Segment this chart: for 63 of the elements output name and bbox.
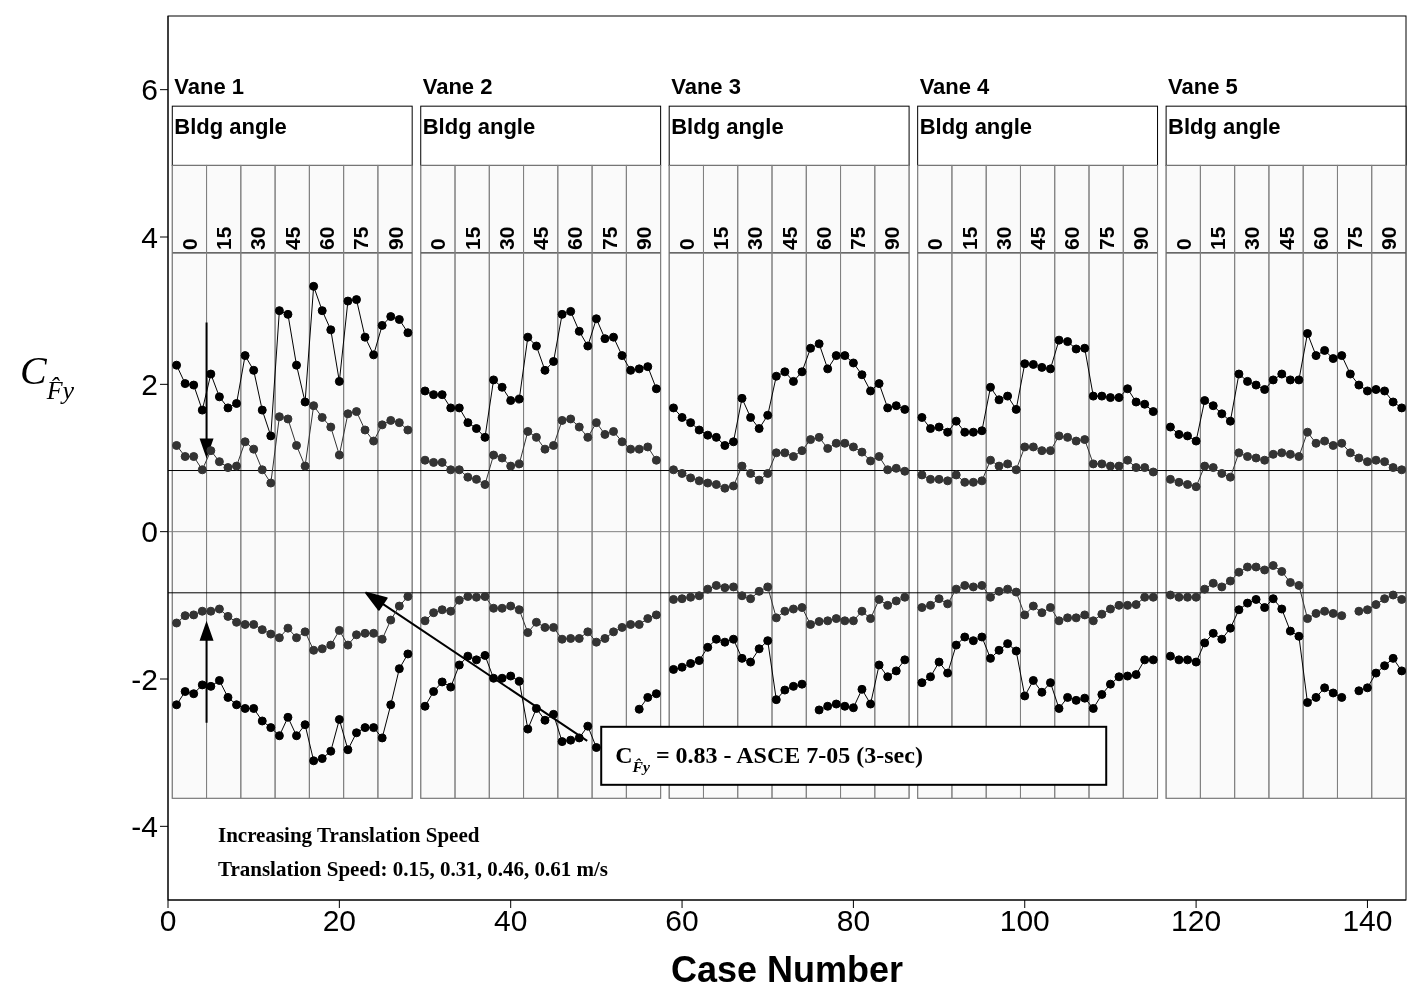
y-tick-label: -2: [131, 662, 158, 696]
y-tick-label: 6: [141, 73, 158, 107]
band-label: 30: [1240, 226, 1264, 250]
band-label: 45: [280, 226, 304, 250]
band-label: 90: [631, 226, 655, 250]
x-axis-title: Case Number: [670, 949, 904, 990]
band-label: 75: [349, 226, 373, 250]
band-label: 0: [1171, 238, 1195, 250]
annotation: C$_{F̂y}$ = 0.83 - ASCE 7-05 (3-sec): [615, 741, 923, 775]
band-label: 60: [563, 226, 587, 250]
band-label: 30: [743, 226, 767, 250]
annotation: Translation Speed: 0.15, 0.31, 0.46, 0.61 m/s: [218, 857, 608, 881]
band-label: 30: [246, 226, 270, 250]
band-label: 15: [460, 226, 484, 250]
x-tick-label: 100: [999, 904, 1050, 938]
band-label: 60: [315, 226, 338, 250]
band-label: 45: [1274, 226, 1298, 250]
y-tick-label: 0: [141, 515, 158, 549]
text: Bldg angle: [1168, 114, 1281, 140]
band-label: 30: [494, 226, 518, 250]
y-tick-label: 2: [141, 367, 158, 401]
band-label: 0: [923, 238, 947, 250]
x-tick-label: 20: [322, 904, 357, 938]
band-label: 0: [177, 238, 201, 250]
band-label: 15: [709, 226, 733, 250]
y-tick-label: -4: [131, 809, 158, 843]
band-label: 60: [1060, 226, 1084, 250]
y-axis-title: C$_{F̂y}$: [20, 348, 75, 405]
band-label: 90: [1128, 226, 1152, 250]
band-label: 90: [880, 226, 904, 250]
band-label: 0: [674, 238, 698, 250]
band-label: 0: [426, 238, 450, 250]
band-label: 75: [1094, 226, 1118, 250]
x-tick-label: 120: [1171, 904, 1222, 938]
band-label: 45: [1026, 226, 1050, 250]
x-tick-label: 60: [665, 904, 699, 938]
band-label: 75: [1343, 226, 1367, 250]
annotation: Increasing Translation Speed: [218, 823, 480, 847]
band-label: 15: [212, 226, 236, 250]
band-label: 90: [383, 226, 407, 250]
band-label: 15: [957, 226, 981, 250]
band-label: 75: [846, 226, 870, 250]
text: Bldg angle: [671, 114, 784, 140]
band-label: 30: [991, 226, 1015, 250]
band-label: Vane 1: [174, 74, 244, 100]
text: Bldg angle: [919, 114, 1033, 140]
x-tick-label: 40: [494, 904, 528, 938]
band-label: 45: [777, 226, 801, 250]
x-tick-label: 80: [836, 904, 871, 938]
band-label: 60: [1308, 226, 1332, 250]
x-tick-label: 140: [1342, 904, 1393, 938]
band-label: 60: [811, 226, 835, 250]
band-label: 15: [1206, 226, 1230, 250]
band-label: 75: [597, 226, 621, 250]
y-tick-label: 4: [141, 220, 158, 254]
band-label: Vane 3: [671, 74, 741, 100]
band-label: Vane 4: [919, 74, 991, 100]
band-label: Vane 2: [422, 74, 493, 100]
x2-axis-title: Bldg angle: [174, 114, 287, 140]
band-label: 90: [1377, 226, 1401, 250]
text: Bldg angle: [422, 114, 536, 140]
band-label: Vane 5: [1168, 74, 1238, 100]
band-label: 45: [529, 226, 553, 250]
